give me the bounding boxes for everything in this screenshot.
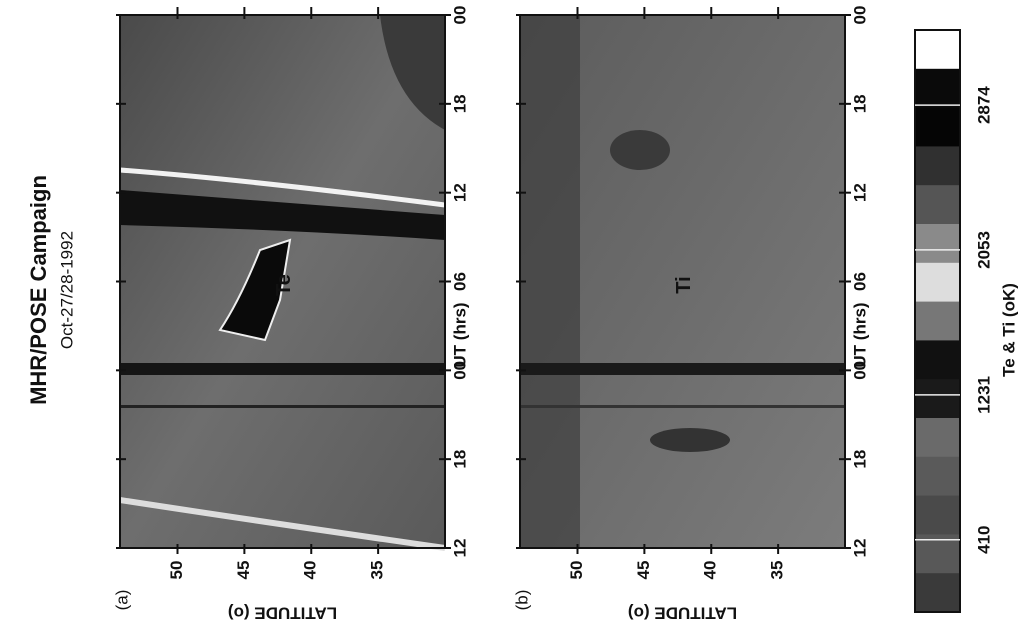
- y-tick-label: 40: [301, 561, 320, 580]
- colorbar-band: [915, 30, 960, 70]
- colorbar-label: Te & Ti (oK): [999, 283, 1018, 377]
- x-tick-label: 12: [850, 183, 869, 202]
- y-tick-label: 35: [368, 561, 387, 580]
- x-tick-label: 18: [850, 450, 869, 469]
- y-tick-label: 45: [234, 561, 253, 580]
- colorbar-band: [915, 262, 960, 303]
- colorbar-band: [915, 534, 960, 574]
- panel-b-texture: [520, 15, 845, 548]
- colorbar-tick-label: 1231: [974, 376, 993, 414]
- panel-title: Te: [273, 274, 295, 296]
- colorbar-band: [915, 573, 960, 613]
- figure-subtitle: Oct-27/28-1992: [57, 231, 76, 349]
- panel-label: (a): [112, 590, 131, 611]
- colorbar-band: [915, 340, 960, 380]
- x-tick-label: 18: [850, 94, 869, 113]
- panel-label: (b): [512, 590, 531, 611]
- colorbar-band: [915, 68, 960, 109]
- panel-a-texture: [119, 15, 446, 551]
- y-axis-label: LATITUDE (o): [628, 604, 737, 623]
- panel-title: Ti: [673, 276, 695, 293]
- colorbar-band: [915, 456, 960, 497]
- x-tick-label: 12: [450, 183, 469, 202]
- y-tick-label: 40: [701, 561, 720, 580]
- colorbar-band: [915, 495, 960, 535]
- x-tick-label: 00: [850, 361, 869, 380]
- y-tick-label: 45: [634, 561, 653, 580]
- x-tick-label: 00: [850, 6, 869, 25]
- y-tick-label: 50: [567, 561, 586, 580]
- x-tick-label: 00: [450, 6, 469, 25]
- x-tick-label: 06: [850, 272, 869, 291]
- y-tick-label: 50: [167, 561, 186, 580]
- figure-title: MHR/POSE Campaign: [26, 175, 51, 405]
- colorbar-frame: [914, 29, 961, 613]
- colorbar-tick-label: 410: [974, 526, 993, 554]
- x-tick-label: 06: [450, 272, 469, 291]
- colorbar-band: [915, 107, 960, 147]
- y-tick-label: 35: [768, 561, 787, 580]
- colorbar-band: [915, 185, 960, 225]
- x-tick-label: 00: [450, 361, 469, 380]
- y-axis-label: LATITUDE (o): [228, 604, 337, 623]
- x-axis-label: UT (hrs): [450, 302, 469, 367]
- colorbar-tick-label: 2874: [974, 86, 993, 124]
- x-axis-label: UT (hrs): [850, 302, 869, 367]
- x-tick-label: 12: [450, 539, 469, 558]
- x-tick-label: 18: [450, 450, 469, 469]
- colorbar-tick-label: 2053: [974, 231, 993, 269]
- colorbar-band: [915, 224, 960, 264]
- colorbar-band: [915, 146, 960, 186]
- x-tick-label: 12: [850, 539, 869, 558]
- colorbar-band: [915, 418, 960, 458]
- colorbar-band: [915, 301, 960, 341]
- colorbar-band: [915, 379, 960, 419]
- x-tick-label: 18: [450, 94, 469, 113]
